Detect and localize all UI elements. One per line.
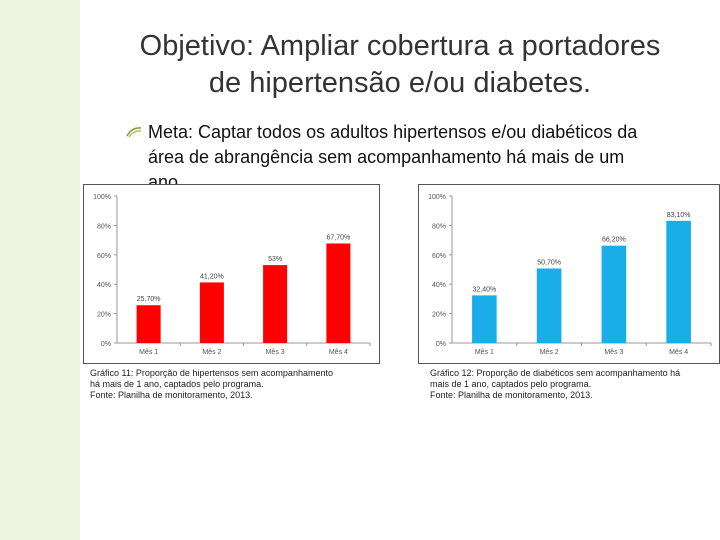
- bar: [536, 268, 562, 343]
- x-tick-label: Mês 2: [540, 349, 559, 356]
- data-label: 83,10%: [667, 212, 691, 219]
- data-label: 66,20%: [602, 237, 626, 244]
- y-tick-label: 80%: [432, 223, 446, 230]
- y-tick-label: 80%: [97, 223, 111, 230]
- y-tick-label: 0%: [436, 341, 446, 348]
- left-accent-bar: [0, 0, 80, 540]
- bar: [601, 245, 627, 343]
- chart-hipertensos-svg: 0% 20% 40% 60% 80% 100% 25,70% Mês 1 41,20% Mês 2…: [93, 194, 371, 356]
- title-line-1: Objetivo: Ampliar cobertura a portadores: [139, 30, 661, 62]
- caption-12-line-2: mais de 1 ano, captados pelo programa.: [430, 379, 592, 389]
- data-label: 67,70%: [327, 234, 351, 241]
- x-tick-label: Mês 3: [266, 349, 285, 356]
- caption-chart-12: Gráfico 12: Proporção de diabéticos sem …: [430, 368, 720, 401]
- caption-chart-11: Gráfico 11: Proporção de hipertensos sem…: [90, 368, 380, 401]
- chart-diabeticos: 0% 20% 40% 60% 80% 100% 32,40% Mês 1 50,70% Mês 2…: [418, 184, 720, 364]
- caption-11-line-1: Gráfico 11: Proporção de hipertensos sem…: [90, 368, 333, 378]
- caption-12-line-3: Fonte: Planilha de monitoramento, 2013.: [430, 390, 593, 400]
- y-tick-label: 0%: [101, 341, 111, 348]
- bullet-icon: [126, 127, 142, 138]
- caption-11-line-2: há mais de 1 ano, captados pelo programa…: [90, 379, 264, 389]
- bullet-line-2: área de abrangência sem acompanhamento h…: [148, 147, 625, 167]
- x-tick-label: Mês 2: [202, 349, 221, 356]
- bar: [199, 282, 224, 343]
- y-tick-label: 60%: [97, 253, 111, 260]
- data-label: 32,40%: [473, 286, 497, 293]
- bar: [263, 265, 288, 343]
- data-label: 41,20%: [200, 273, 224, 280]
- caption-12-line-1: Gráfico 12: Proporção de diabéticos sem …: [430, 368, 681, 378]
- page-title: Objetivo: Ampliar cobertura a portadores…: [100, 28, 700, 102]
- chart-hipertensos: 0% 20% 40% 60% 80% 100% 25,70% Mês 1 41,20% Mês 2…: [83, 184, 380, 364]
- x-tick-label: Mês 1: [139, 349, 158, 356]
- data-label: 53%: [268, 256, 282, 263]
- bullet-line-1: Meta: Captar todos os adultos hipertenso…: [148, 122, 638, 142]
- bar: [136, 305, 161, 343]
- data-label: 50,70%: [537, 259, 561, 266]
- caption-11-line-3: Fonte: Planilha de monitoramento, 2013.: [90, 390, 253, 400]
- x-tick-label: Mês 4: [329, 349, 348, 356]
- chart-diabeticos-svg: 0% 20% 40% 60% 80% 100% 32,40% Mês 1 50,70% Mês 2…: [428, 194, 712, 356]
- data-label: 25,70%: [137, 296, 161, 303]
- y-tick-label: 100%: [428, 194, 446, 201]
- x-tick-label: Mês 4: [669, 349, 688, 356]
- title-line-2: de hipertensão e/ou diabetes.: [208, 67, 592, 99]
- bar: [326, 243, 351, 343]
- bar: [666, 220, 691, 343]
- x-tick-label: Mês 3: [604, 349, 623, 356]
- y-tick-label: 20%: [432, 312, 446, 319]
- y-tick-label: 40%: [97, 282, 111, 289]
- bullet-item: Meta: Captar todos os adultos hipertenso…: [126, 120, 703, 195]
- y-tick-label: 20%: [97, 312, 111, 319]
- bar: [472, 295, 497, 343]
- y-tick-label: 60%: [432, 253, 446, 260]
- y-tick-label: 100%: [93, 194, 111, 201]
- y-tick-label: 40%: [432, 282, 446, 289]
- x-tick-label: Mês 1: [475, 349, 494, 356]
